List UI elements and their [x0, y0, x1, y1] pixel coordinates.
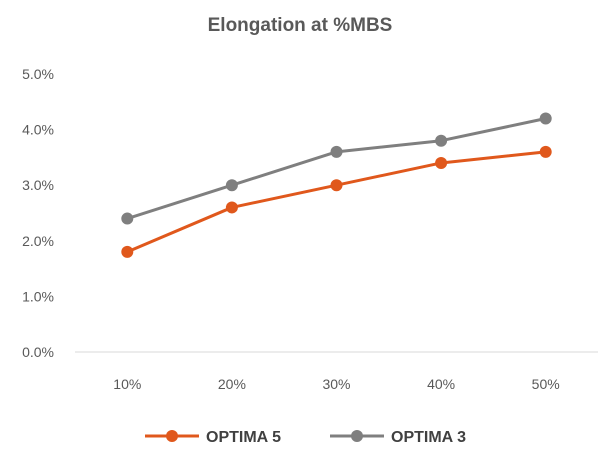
x-tick-label: 40% — [427, 376, 455, 392]
y-tick-label: 3.0% — [22, 177, 54, 193]
x-tick-label: 50% — [532, 376, 560, 392]
data-point — [435, 134, 448, 147]
series-0 — [121, 145, 552, 258]
data-point — [539, 145, 552, 158]
data-point — [225, 201, 238, 214]
x-tick-label: 10% — [113, 376, 141, 392]
y-tick-label: 1.0% — [22, 288, 54, 304]
legend: OPTIMA 5 OPTIMA 3 — [145, 429, 466, 446]
legend-marker — [351, 430, 363, 442]
y-tick-label: 5.0% — [22, 66, 54, 82]
data-point — [330, 179, 343, 192]
series-line — [125, 116, 548, 221]
legend-item: OPTIMA 3 — [330, 429, 466, 446]
y-tick-label: 0.0% — [22, 344, 54, 360]
x-tick-label: 30% — [322, 376, 350, 392]
legend-label: OPTIMA 5 — [206, 429, 281, 446]
data-point — [121, 212, 134, 225]
data-point — [121, 245, 134, 258]
legend-marker — [166, 430, 178, 442]
chart-title: Elongation at %MBS — [208, 15, 393, 36]
series-group — [121, 112, 552, 258]
data-point — [225, 179, 238, 192]
x-axis-labels: 10% 20% 30% 40% 50% — [113, 376, 559, 392]
x-tick-label: 20% — [218, 376, 246, 392]
series-1 — [121, 112, 552, 225]
y-axis-labels: 0.0% 1.0% 2.0% 3.0% 4.0% 5.0% — [22, 66, 54, 360]
y-tick-label: 2.0% — [22, 233, 54, 249]
legend-item: OPTIMA 5 — [145, 429, 281, 446]
data-point — [330, 145, 343, 158]
legend-label: OPTIMA 3 — [391, 429, 466, 446]
y-tick-label: 4.0% — [22, 122, 54, 138]
series-line — [125, 150, 548, 254]
data-point — [539, 112, 552, 125]
data-point — [435, 156, 448, 169]
